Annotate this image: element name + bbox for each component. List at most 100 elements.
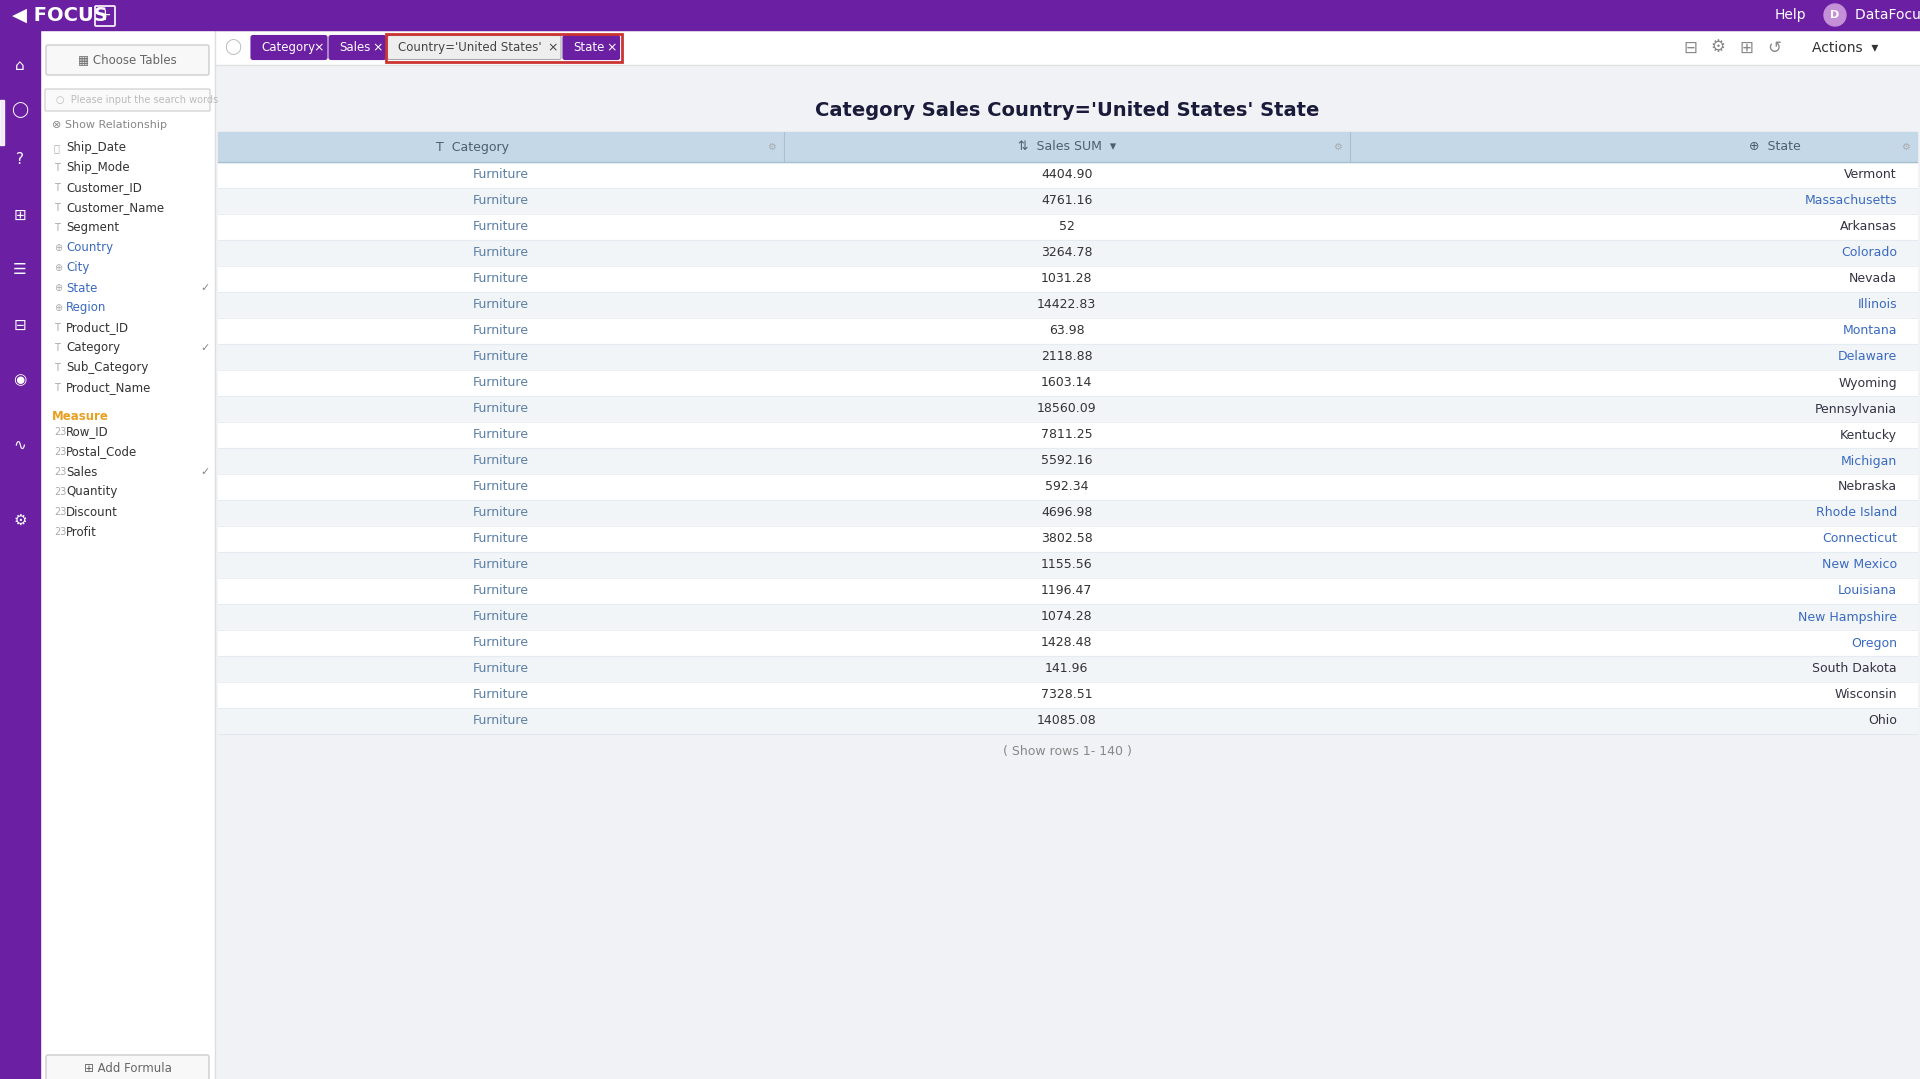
Text: Help: Help — [1774, 8, 1807, 22]
Text: ◀ FOCUS: ◀ FOCUS — [12, 5, 108, 25]
Text: Furniture: Furniture — [472, 559, 528, 572]
Bar — [219, 656, 1916, 682]
Text: ⊞: ⊞ — [13, 207, 27, 222]
Text: Customer_ID: Customer_ID — [65, 181, 142, 194]
Text: 23: 23 — [54, 447, 67, 457]
Bar — [215, 30, 1920, 65]
Text: Furniture: Furniture — [472, 194, 528, 207]
Text: 4404.90: 4404.90 — [1041, 168, 1092, 181]
Text: 7811.25: 7811.25 — [1041, 428, 1092, 441]
Text: ⚙: ⚙ — [768, 142, 776, 152]
Text: Furniture: Furniture — [472, 454, 528, 467]
Text: T: T — [54, 343, 60, 353]
Text: 7328.51: 7328.51 — [1041, 688, 1092, 701]
Bar — [219, 214, 1916, 240]
Text: 1196.47: 1196.47 — [1041, 585, 1092, 598]
Text: Furniture: Furniture — [472, 714, 528, 727]
Text: ×: × — [547, 41, 559, 54]
Text: 23: 23 — [54, 527, 67, 537]
Text: ◯: ◯ — [12, 103, 29, 118]
Text: Furniture: Furniture — [472, 688, 528, 701]
Text: Furniture: Furniture — [472, 377, 528, 390]
Text: Furniture: Furniture — [472, 663, 528, 675]
Text: ⌂: ⌂ — [15, 57, 25, 72]
Text: ⚙: ⚙ — [1332, 142, 1342, 152]
Text: Ohio: Ohio — [1868, 714, 1897, 727]
Text: Furniture: Furniture — [472, 637, 528, 650]
Text: 1428.48: 1428.48 — [1041, 637, 1092, 650]
Text: Rhode Island: Rhode Island — [1816, 506, 1897, 519]
FancyBboxPatch shape — [563, 36, 620, 59]
Bar — [219, 682, 1916, 708]
Text: ☰: ☰ — [13, 262, 27, 277]
Text: ⊕: ⊕ — [54, 243, 61, 252]
Text: 23: 23 — [54, 487, 67, 497]
Text: Delaware: Delaware — [1837, 351, 1897, 364]
Text: Product_ID: Product_ID — [65, 322, 129, 334]
Text: Furniture: Furniture — [472, 402, 528, 415]
Text: Connecticut: Connecticut — [1822, 533, 1897, 546]
Text: ⊞: ⊞ — [1740, 39, 1753, 56]
Bar — [0, 0, 1920, 30]
Text: 592.34: 592.34 — [1044, 480, 1089, 493]
Bar — [219, 132, 1916, 162]
Bar — [219, 188, 1916, 214]
Bar — [219, 474, 1916, 500]
Bar — [219, 344, 1916, 370]
Bar — [219, 708, 1916, 734]
Text: State: State — [572, 41, 605, 54]
Text: Colorado: Colorado — [1841, 246, 1897, 260]
Text: T  Category: T Category — [436, 140, 509, 153]
Text: ×: × — [313, 41, 324, 54]
Text: Measure: Measure — [52, 410, 109, 423]
Text: New Mexico: New Mexico — [1822, 559, 1897, 572]
Text: ∿: ∿ — [13, 437, 27, 452]
FancyBboxPatch shape — [328, 36, 386, 59]
Text: Ship_Date: Ship_Date — [65, 141, 127, 154]
Text: Louisiana: Louisiana — [1837, 585, 1897, 598]
Text: Category: Category — [261, 41, 315, 54]
Text: Montana: Montana — [1843, 325, 1897, 338]
Bar — [219, 318, 1916, 344]
Text: 1155.56: 1155.56 — [1041, 559, 1092, 572]
Text: T: T — [54, 203, 60, 213]
Text: ⚙: ⚙ — [13, 513, 27, 528]
Text: DataFocus  ▾: DataFocus ▾ — [1855, 8, 1920, 22]
Text: Furniture: Furniture — [472, 480, 528, 493]
Text: ◯: ◯ — [225, 40, 242, 55]
Bar — [0, 100, 4, 145]
Text: ×: × — [372, 41, 382, 54]
Text: Kentucky: Kentucky — [1839, 428, 1897, 441]
Text: Illinois: Illinois — [1857, 299, 1897, 312]
Text: 14422.83: 14422.83 — [1037, 299, 1096, 312]
Text: Pennsylvania: Pennsylvania — [1814, 402, 1897, 415]
Text: 2118.88: 2118.88 — [1041, 351, 1092, 364]
Text: Arkansas: Arkansas — [1839, 220, 1897, 233]
Bar — [215, 30, 1920, 1079]
Text: ⊗ Show Relationship: ⊗ Show Relationship — [52, 120, 167, 129]
Text: 4761.16: 4761.16 — [1041, 194, 1092, 207]
Text: Furniture: Furniture — [472, 533, 528, 546]
Text: New Hampshire: New Hampshire — [1797, 611, 1897, 624]
Text: ⚙: ⚙ — [1901, 142, 1908, 152]
Bar — [40, 30, 215, 1079]
Text: ↺: ↺ — [1766, 39, 1782, 56]
Text: 52: 52 — [1058, 220, 1075, 233]
Text: ⏰: ⏰ — [54, 144, 60, 153]
Text: 18560.09: 18560.09 — [1037, 402, 1096, 415]
Text: Segment: Segment — [65, 221, 119, 234]
FancyBboxPatch shape — [388, 36, 561, 59]
Text: City: City — [65, 261, 90, 274]
Bar — [219, 500, 1916, 525]
Text: Profit: Profit — [65, 525, 96, 538]
Text: Postal_Code: Postal_Code — [65, 446, 136, 459]
Text: T: T — [54, 383, 60, 393]
Text: Nebraska: Nebraska — [1837, 480, 1897, 493]
Text: 23: 23 — [54, 427, 67, 437]
Text: Nevada: Nevada — [1849, 273, 1897, 286]
Text: 3264.78: 3264.78 — [1041, 246, 1092, 260]
Text: Furniture: Furniture — [472, 351, 528, 364]
Text: 3802.58: 3802.58 — [1041, 533, 1092, 546]
Text: D: D — [1830, 10, 1839, 21]
Text: 4696.98: 4696.98 — [1041, 506, 1092, 519]
